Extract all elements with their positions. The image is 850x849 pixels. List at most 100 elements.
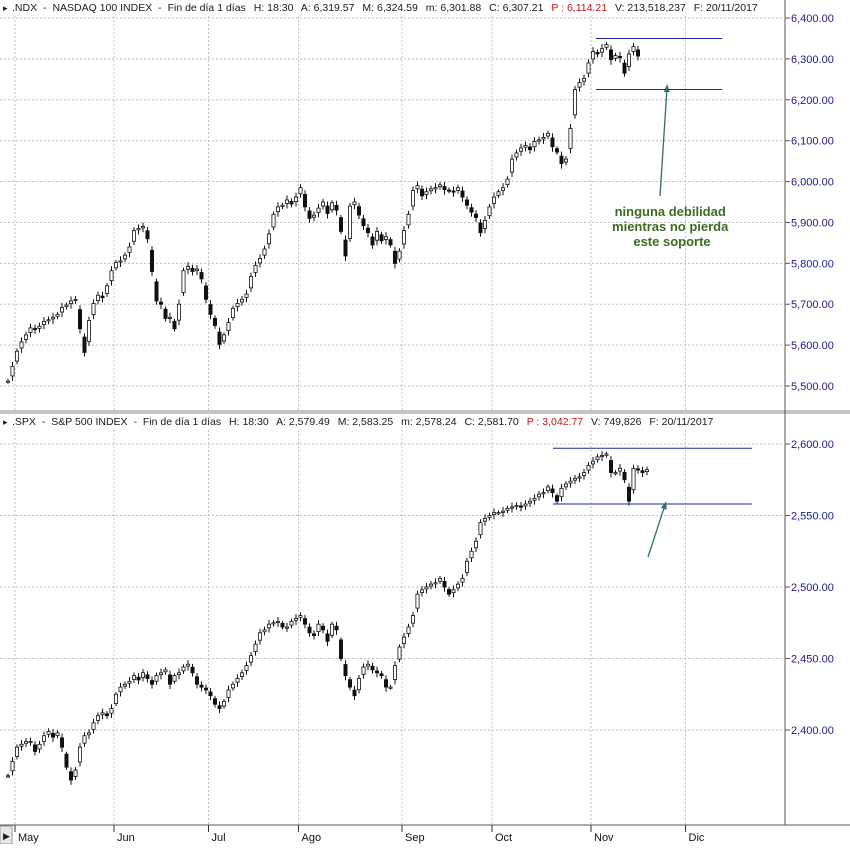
candle-up — [46, 731, 51, 735]
candle-down — [302, 194, 307, 208]
month-label: May — [18, 832, 39, 844]
candle-up — [491, 196, 496, 204]
candle-down — [622, 62, 627, 74]
ndx-separator: - — [43, 2, 47, 14]
candle-up — [428, 583, 433, 587]
candle-up — [455, 187, 460, 191]
candle-down — [347, 679, 352, 688]
candle-up — [631, 46, 636, 52]
spx-date: F: 20/11/2017 — [649, 416, 713, 428]
candle-up — [109, 270, 114, 281]
ndx-name: NASDAQ 100 INDEX — [52, 2, 152, 14]
y-tick-label: 2,450.00 — [791, 654, 834, 666]
ndx-header-marker: ▸ — [3, 3, 8, 13]
ndx-time: H: 18:30 — [254, 2, 294, 14]
candle-up — [437, 578, 442, 582]
spx-header-marker: ▸ — [3, 417, 8, 427]
candle-down — [442, 581, 447, 588]
spx-time: H: 18:30 — [229, 416, 269, 428]
candle-up — [226, 689, 231, 698]
candle-up — [136, 228, 141, 231]
candle-up — [235, 678, 240, 683]
candle-down — [199, 272, 204, 280]
y-tick-label: 6,400.00 — [791, 13, 834, 25]
candle-up — [604, 453, 609, 456]
candle-up — [591, 460, 596, 465]
ndx-support-arrow — [659, 84, 670, 197]
candle-up — [23, 334, 28, 340]
candle-up — [523, 503, 528, 507]
candle-up — [248, 655, 253, 663]
y-tick-label: 5,900.00 — [791, 217, 834, 229]
candle-up — [100, 712, 105, 716]
candle-up — [482, 517, 487, 522]
candle-up — [293, 196, 298, 203]
candle-up — [433, 582, 438, 585]
spx-header: .SPX - S&P 500 INDEX - Fin de día 1 días… — [12, 416, 714, 428]
candle-down — [320, 625, 325, 631]
x-axis: May Jun Jul Ago Sep Oct Nov Dic — [14, 825, 705, 844]
candle-down — [212, 698, 217, 705]
candle-down — [194, 676, 199, 685]
ndx-high: M: 6,324.59 — [362, 2, 418, 14]
candle-down — [370, 665, 375, 671]
candle-up — [424, 586, 429, 590]
ndx-date: F: 20/11/2017 — [694, 2, 758, 14]
candle-up — [51, 316, 56, 320]
candle-up — [482, 219, 487, 229]
candle-down — [595, 51, 600, 55]
y-tick-label: 6,300.00 — [791, 54, 834, 66]
ndx-volume: V: 213,518,237 — [615, 2, 686, 14]
candle-up — [10, 365, 15, 377]
candle-down — [145, 674, 150, 679]
candle-up — [487, 515, 492, 518]
candle-up — [181, 666, 186, 672]
candle-down — [640, 470, 645, 473]
month-label: Ago — [302, 832, 322, 844]
candle-down — [609, 460, 614, 474]
candle-up — [158, 672, 163, 676]
candle-down — [217, 705, 222, 709]
candle-down — [208, 304, 213, 315]
candle-up — [613, 472, 618, 475]
candle-down — [145, 230, 150, 240]
candle-up — [505, 507, 510, 511]
scroll-left-icon: ▶ — [3, 831, 10, 841]
candle-up — [96, 715, 101, 721]
candle-up — [154, 675, 159, 682]
spx-support-arrow — [647, 501, 667, 558]
candle-up — [595, 456, 600, 461]
candle-up — [478, 522, 483, 536]
candle-up — [514, 152, 519, 158]
candle-up — [316, 207, 321, 214]
ndx-level-lines — [596, 37, 722, 91]
candle-up — [537, 493, 542, 498]
candle-up — [266, 233, 271, 245]
candle-down — [190, 666, 195, 674]
candle-down — [105, 713, 110, 717]
candle-up — [564, 483, 569, 488]
candle-up — [78, 746, 83, 763]
candle-up — [73, 769, 78, 777]
candle-up — [347, 205, 352, 239]
candle-down — [451, 190, 456, 193]
y-tick-label: 5,800.00 — [791, 258, 834, 270]
candle-down — [627, 486, 632, 502]
candle-down — [392, 250, 397, 264]
candle-up — [42, 320, 47, 325]
spx-low: m: 2,578.24 — [401, 416, 457, 428]
candle-down — [388, 239, 393, 246]
spx-symbol: .SPX — [12, 416, 36, 428]
candle-up — [361, 666, 366, 675]
candle-up — [221, 334, 226, 342]
candle-up — [401, 230, 406, 245]
candle-up — [487, 206, 492, 217]
candle-up — [235, 303, 240, 307]
candle-up — [123, 683, 128, 687]
candle-down — [636, 49, 641, 57]
candle-up — [311, 214, 316, 218]
candle-up — [600, 48, 605, 53]
candle-down — [51, 733, 56, 738]
candle-up — [230, 307, 235, 319]
candle-up — [564, 158, 569, 163]
